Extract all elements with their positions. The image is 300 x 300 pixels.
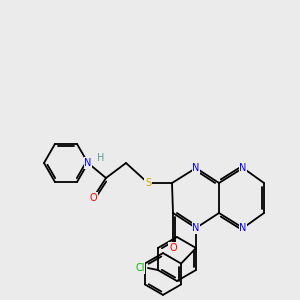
Text: H: H — [97, 153, 105, 163]
Text: N: N — [239, 163, 247, 173]
Text: O: O — [89, 193, 97, 203]
Text: N: N — [84, 158, 92, 168]
Text: S: S — [145, 178, 151, 188]
Text: N: N — [192, 223, 200, 233]
Text: O: O — [169, 243, 177, 253]
Text: N: N — [192, 163, 200, 173]
Text: Cl: Cl — [135, 263, 145, 273]
Text: N: N — [239, 223, 247, 233]
